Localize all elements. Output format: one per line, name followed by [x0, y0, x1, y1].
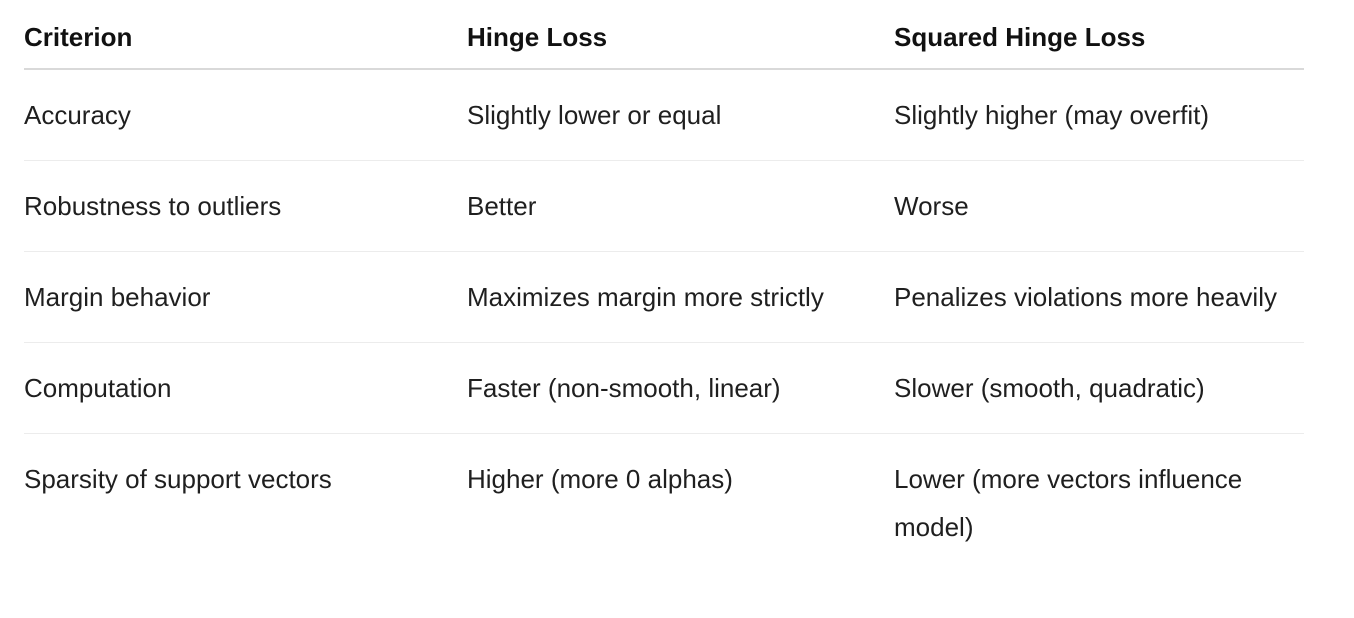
cell-hinge-loss: Higher (more 0 alphas) [467, 464, 733, 494]
cell-hinge-loss: Faster (non-smooth, linear) [467, 342, 894, 434]
cell-hinge-loss: Slightly lower or equal [467, 69, 894, 161]
comparison-table-container: Criterion Hinge Loss Squared Hinge Loss … [24, 0, 1304, 572]
cell-squared-hinge-loss: Penalizes violations more heavily [894, 251, 1304, 343]
cell-hinge-loss: Maximizes margin more strictly [467, 251, 894, 343]
cell-criterion: Computation [24, 342, 467, 434]
header-hinge-loss: Hinge Loss [467, 0, 894, 70]
table-row: Robustness to outliers Better Worse [24, 160, 1304, 252]
cell-criterion: Margin behavior [24, 251, 467, 343]
cell-criterion: Accuracy [24, 69, 467, 161]
table-row: Margin behavior Maximizes margin more st… [24, 251, 1304, 343]
comparison-table: Criterion Hinge Loss Squared Hinge Loss … [24, 0, 1304, 572]
table-header: Criterion Hinge Loss Squared Hinge Loss [24, 0, 1304, 70]
header-criterion: Criterion [24, 0, 467, 70]
cell-criterion: Robustness to outliers [24, 160, 467, 252]
header-row: Criterion Hinge Loss Squared Hinge Loss [24, 0, 1304, 70]
cell-squared-hinge-loss: Lower (more vectors influence model) [894, 464, 1243, 542]
table-row: Sparsity of support vectors Higher (more… [24, 434, 1304, 573]
cell-squared-hinge-loss: Slower (smooth, quadratic) [894, 342, 1304, 434]
cell-criterion: Sparsity of support vectors [24, 464, 332, 494]
header-squared-hinge-loss: Squared Hinge Loss [894, 0, 1304, 70]
cell-hinge-loss: Better [467, 160, 894, 252]
table-row: Computation Faster (non-smooth, linear) … [24, 342, 1304, 434]
table-body: Accuracy Slightly lower or equal Slightl… [24, 69, 1304, 572]
cell-squared-hinge-loss: Slightly higher (may overfit) [894, 69, 1304, 161]
cell-squared-hinge-loss: Worse [894, 160, 1304, 252]
table-row: Accuracy Slightly lower or equal Slightl… [24, 69, 1304, 161]
